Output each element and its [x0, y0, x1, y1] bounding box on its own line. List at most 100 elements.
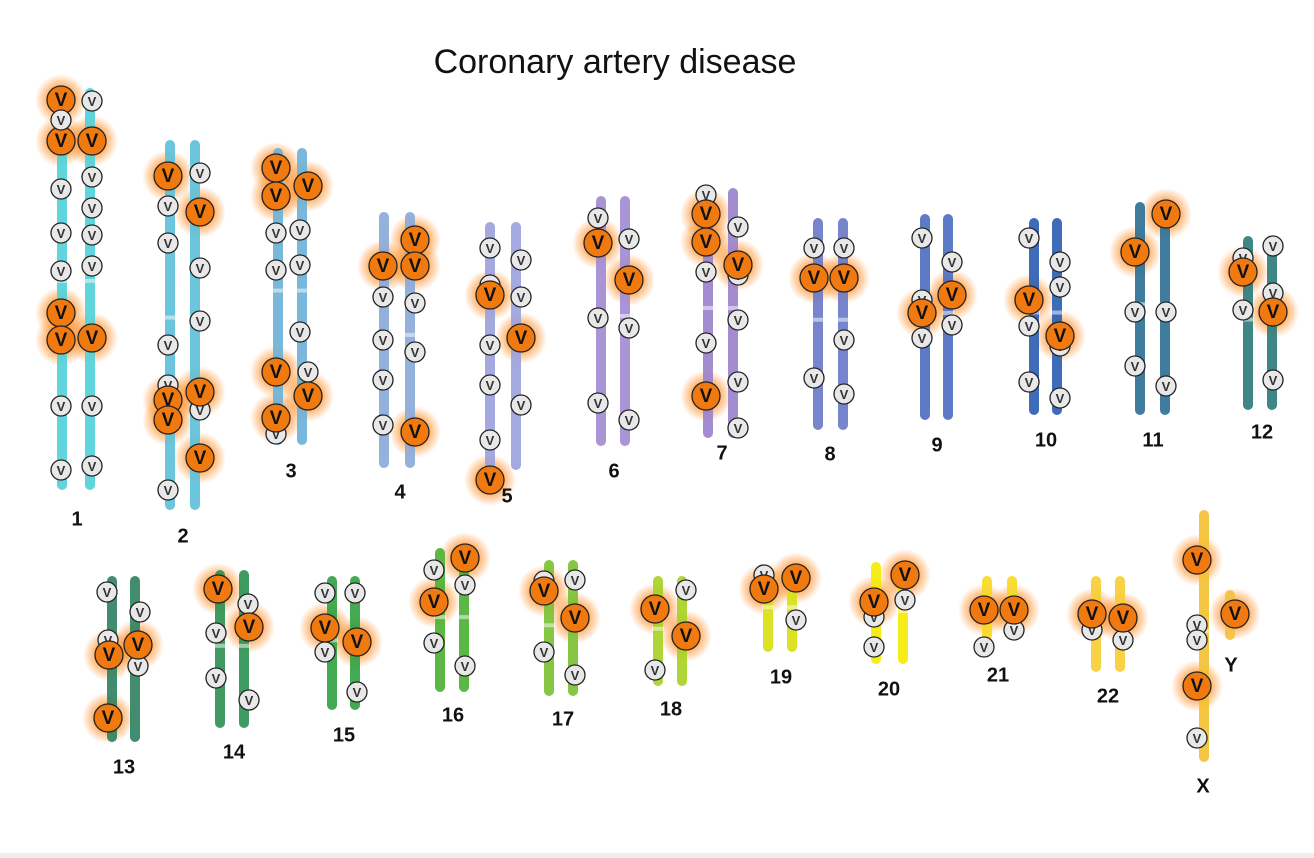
chromatid [1052, 218, 1062, 415]
marker-letter: V [1237, 262, 1250, 283]
variant-marker: V [1124, 355, 1146, 377]
marker-circle [671, 621, 701, 651]
chromosome-label: 8 [824, 443, 835, 465]
marker-letter: V [296, 223, 305, 238]
marker-letter: V [948, 255, 957, 270]
variant-marker: V [423, 559, 445, 581]
marker-circle [289, 254, 311, 276]
marker-circle [1151, 199, 1181, 229]
marker-circle [1124, 355, 1146, 377]
chromatid [327, 576, 337, 710]
variant-marker: V [941, 314, 963, 336]
marker-letter: V [379, 290, 388, 305]
marker-circle [50, 459, 72, 481]
chromatid [85, 88, 95, 490]
variant-marker: V [314, 641, 336, 663]
marker-circle [941, 314, 963, 336]
risk-variant-marker: V [1014, 285, 1044, 315]
marker-letter: V [86, 328, 99, 349]
marker-circle [1182, 545, 1212, 575]
variant-marker: V [785, 609, 807, 631]
marker-letter: V [838, 268, 851, 289]
marker-circle [157, 195, 179, 217]
marker-letter: V [840, 241, 849, 256]
risk-variant-marker: V [400, 225, 430, 255]
marker-circle [781, 563, 811, 593]
marker-letter: V [1229, 604, 1242, 625]
variant-marker: V [675, 579, 697, 601]
variant-marker: V [157, 232, 179, 254]
risk-variant-marker: V [691, 227, 721, 257]
risk-variant-marker: V [234, 612, 264, 642]
marker-letter: V [486, 338, 495, 353]
marker-letter: V [732, 255, 745, 276]
marker-circle [346, 681, 368, 703]
marker-letter: V [88, 259, 97, 274]
risk-variant-marker: V [261, 181, 291, 211]
marker-letter: V [517, 290, 526, 305]
marker-circle [510, 249, 532, 271]
marker-circle [185, 443, 215, 473]
marker-circle [310, 613, 340, 643]
marker-circle [46, 325, 76, 355]
marker-letter: V [980, 640, 989, 655]
marker-circle [1049, 387, 1071, 409]
marker-letter: V [918, 231, 927, 246]
variant-marker: V [695, 261, 717, 283]
risk-variant-marker: V [781, 563, 811, 593]
variant-marker: V [189, 310, 211, 332]
marker-letter: V [270, 158, 283, 179]
marker-circle [907, 298, 937, 328]
variant-marker: V [1018, 315, 1040, 337]
chromosome-label: 3 [285, 460, 296, 482]
marker-letter: V [1193, 618, 1202, 633]
marker-letter: V [625, 413, 634, 428]
marker-circle [727, 371, 749, 393]
marker-circle [564, 664, 586, 686]
risk-variant-marker: V [342, 627, 372, 657]
marker-circle [799, 263, 829, 293]
marker-circle [937, 280, 967, 310]
marker-circle [1155, 375, 1177, 397]
centromere [296, 288, 308, 293]
variant-marker: V [157, 479, 179, 501]
marker-layer: V V V V V V V V V V V V V V V V V V V V V V V V V V V V V V V V V V V V V V V V… [46, 85, 1288, 749]
variant-marker: V [833, 329, 855, 351]
risk-variant-marker: V [475, 465, 505, 495]
marker-letter: V [351, 586, 360, 601]
risk-variant-marker: V [1182, 671, 1212, 701]
variant-marker: V [50, 260, 72, 282]
variant-marker: V [1018, 371, 1040, 393]
chromosome-label: 1 [71, 508, 82, 530]
marker-letter: V [978, 600, 991, 621]
marker-letter: V [55, 131, 68, 152]
marker-circle [894, 589, 916, 611]
variant-marker: V [81, 255, 103, 277]
variant-marker: V [189, 257, 211, 279]
risk-variant-marker: V [691, 199, 721, 229]
marker-circle [157, 334, 179, 356]
marker-letter: V [57, 113, 66, 128]
centromere [897, 608, 909, 613]
risk-variant-marker: V [999, 595, 1029, 625]
marker-circle [50, 222, 72, 244]
risk-variant-marker: V [1151, 199, 1181, 229]
marker-circle [123, 630, 153, 660]
marker-letter: V [948, 318, 957, 333]
marker-letter: V [270, 186, 283, 207]
marker-circle [863, 636, 885, 658]
marker-circle [289, 321, 311, 343]
marker-letter: V [409, 256, 422, 277]
marker-letter: V [594, 211, 603, 226]
marker-letter: V [594, 396, 603, 411]
marker-letter: V [1025, 375, 1034, 390]
variant-marker: V [618, 317, 640, 339]
marker-circle [803, 237, 825, 259]
marker-circle [261, 357, 291, 387]
marker-letter: V [351, 632, 364, 653]
marker-letter: V [1129, 242, 1142, 263]
variant-marker: V [238, 689, 260, 711]
chromatid [1029, 218, 1039, 415]
marker-circle [342, 627, 372, 657]
variant-marker: V [587, 307, 609, 329]
